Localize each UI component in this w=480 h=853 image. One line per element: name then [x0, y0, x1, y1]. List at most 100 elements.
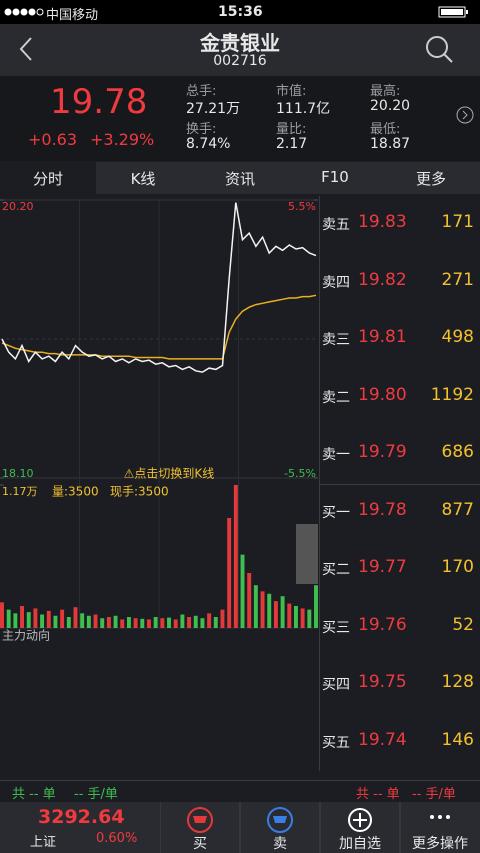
book-price: 19.82: [358, 269, 407, 290]
volume-bar: [100, 618, 105, 628]
volume-bar: [233, 485, 238, 628]
volume-bar: [46, 610, 51, 628]
sell-avg: -- 手/单: [412, 787, 456, 802]
volume-bar: [300, 608, 305, 628]
book-price: 19.83: [358, 212, 407, 232]
volume-bar: [126, 617, 131, 628]
average-line: [1, 294, 317, 360]
volume-bar: [200, 618, 205, 628]
volume-bar: [173, 619, 178, 628]
tab[interactable]: 更多: [415, 170, 446, 188]
divider: [319, 196, 320, 771]
volume-bar: [60, 609, 65, 628]
volume-bar: [93, 614, 98, 628]
carrier: 中国移动: [46, 8, 99, 23]
back-button[interactable]: [16, 36, 36, 62]
volume-bar: [287, 603, 292, 628]
quote-panel: [0, 76, 480, 161]
stat-label: 量比:: [276, 122, 307, 137]
volume-bar: [307, 609, 312, 628]
volume-bar: [13, 613, 18, 628]
divider: [0, 780, 480, 781]
book-volume: 1192: [430, 384, 474, 405]
stat-value: 20.20: [370, 98, 411, 114]
book-volume: 498: [441, 327, 474, 347]
volume-bar: [160, 618, 165, 628]
book-volume: 52: [452, 614, 474, 635]
index-name: 上证: [30, 835, 57, 850]
volume-bar: [40, 614, 45, 628]
signal: [4, 8, 44, 16]
volume-bar: [227, 518, 232, 628]
volume-bar: [80, 613, 85, 628]
price-line: [1, 202, 317, 373]
book-volume: 271: [441, 269, 474, 290]
volume-bar: [193, 615, 198, 628]
volume-bar: [6, 609, 11, 628]
volume-bar: [273, 601, 278, 628]
book-label: 卖一: [322, 447, 350, 463]
book-label: 买一: [322, 504, 350, 521]
action-button[interactable]: 卖: [273, 836, 287, 852]
bottom-icons: [160, 802, 450, 853]
last-volume-label: 现手:3500: [110, 485, 169, 499]
buy-orders: 共 -- 单: [12, 787, 56, 802]
tab[interactable]: 分时: [32, 170, 63, 188]
nav-bar: [0, 24, 480, 76]
intraday-chart: 20.20 18.10 5.5% -5.5% ⚠点击切换到K线 1.17万 量:3500 现手…: [0, 199, 318, 643]
y2-tick-label: 5.5%: [288, 200, 316, 213]
search-button[interactable]: [424, 34, 454, 64]
flow-label: 主力动向: [2, 628, 50, 643]
volume-bar: [73, 607, 78, 628]
volume-bar: [133, 618, 138, 628]
y2-tick-label: -5.5%: [284, 467, 316, 480]
book-volume: 171: [441, 212, 474, 232]
stat-value: 111.7亿: [276, 101, 331, 117]
stat-value: 18.87: [370, 136, 411, 152]
book-label: 买三: [322, 619, 350, 636]
volume-bar: [147, 619, 151, 628]
book-price: 19.80: [358, 384, 407, 405]
tab[interactable]: 资讯: [224, 170, 255, 188]
volume-bar: [113, 615, 118, 628]
volume-bar: [260, 591, 265, 628]
y-tick-label: 18.10: [2, 467, 34, 480]
volume-bar: [247, 573, 252, 628]
book-price: 19.77: [358, 557, 407, 577]
volume-bar: [293, 606, 298, 628]
book-volume: 170: [441, 557, 474, 577]
stat-value: 27.21万: [186, 101, 241, 117]
volume-bar: [20, 606, 25, 628]
volume-bar: [180, 614, 185, 628]
action-button[interactable]: 加自选: [339, 836, 381, 852]
action-button[interactable]: 买: [193, 836, 207, 852]
more-arrow[interactable]: [456, 106, 474, 124]
volume-bar: [240, 554, 245, 628]
volume-label: 量:3500: [52, 485, 99, 499]
stat-label: 换手:: [186, 122, 217, 137]
book-label: 买二: [322, 562, 350, 578]
volume-bar: [253, 585, 258, 628]
collapse-handle[interactable]: [296, 524, 318, 584]
book-price: 19.79: [358, 442, 407, 462]
y-tick-label: 20.20: [2, 200, 34, 213]
divider: [320, 484, 480, 485]
stat-label: 最低:: [370, 122, 401, 137]
stat-value: 2.17: [276, 136, 308, 152]
volume-bar: [167, 617, 171, 628]
stat-label: 市值:: [276, 84, 307, 99]
book-label: 卖三: [322, 332, 350, 348]
index-percent: 0.60%: [96, 831, 138, 846]
stat-value: 8.74%: [186, 136, 231, 152]
volume-bar: [220, 609, 225, 628]
battery: [438, 6, 468, 18]
volume-bar: [280, 596, 285, 628]
book-volume: 128: [441, 672, 474, 692]
tab[interactable]: F10: [321, 168, 349, 186]
action-button[interactable]: 更多操作: [412, 836, 468, 852]
tab[interactable]: K线: [130, 170, 156, 188]
volume-bar: [86, 615, 91, 628]
sell-orders: 共 -- 单: [356, 787, 400, 802]
book-label: 买五: [322, 734, 350, 751]
book-volume: 146: [441, 729, 474, 750]
